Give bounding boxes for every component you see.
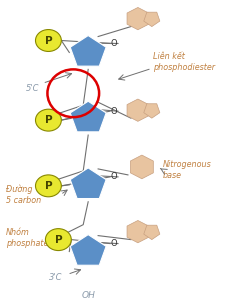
Polygon shape — [144, 225, 160, 240]
Text: O: O — [111, 107, 117, 116]
Polygon shape — [144, 12, 160, 26]
Text: 5'C: 5'C — [25, 84, 39, 93]
Text: Liên kết
phosphodiester: Liên kết phosphodiester — [153, 52, 215, 72]
Polygon shape — [70, 168, 106, 199]
Text: 3'C: 3'C — [49, 273, 62, 282]
Text: P: P — [45, 115, 52, 125]
Polygon shape — [127, 220, 149, 243]
Text: Đường
5 carbon: Đường 5 carbon — [6, 185, 41, 205]
Polygon shape — [127, 99, 149, 121]
Polygon shape — [70, 235, 106, 265]
Ellipse shape — [35, 175, 61, 197]
Ellipse shape — [35, 29, 61, 51]
Text: OH: OH — [81, 291, 95, 300]
Text: O: O — [111, 172, 117, 181]
Text: Nhóm
phosphate: Nhóm phosphate — [6, 228, 48, 248]
Polygon shape — [130, 155, 153, 179]
Text: O: O — [111, 39, 117, 48]
Text: P: P — [45, 36, 52, 46]
Ellipse shape — [45, 229, 71, 250]
Text: P: P — [55, 235, 62, 245]
Polygon shape — [70, 101, 106, 132]
Polygon shape — [70, 36, 106, 66]
Text: P: P — [45, 181, 52, 191]
Ellipse shape — [35, 109, 61, 131]
Text: Nitrogenous
base: Nitrogenous base — [163, 160, 212, 180]
Polygon shape — [144, 104, 160, 118]
Text: O: O — [111, 239, 117, 248]
Polygon shape — [127, 8, 149, 30]
